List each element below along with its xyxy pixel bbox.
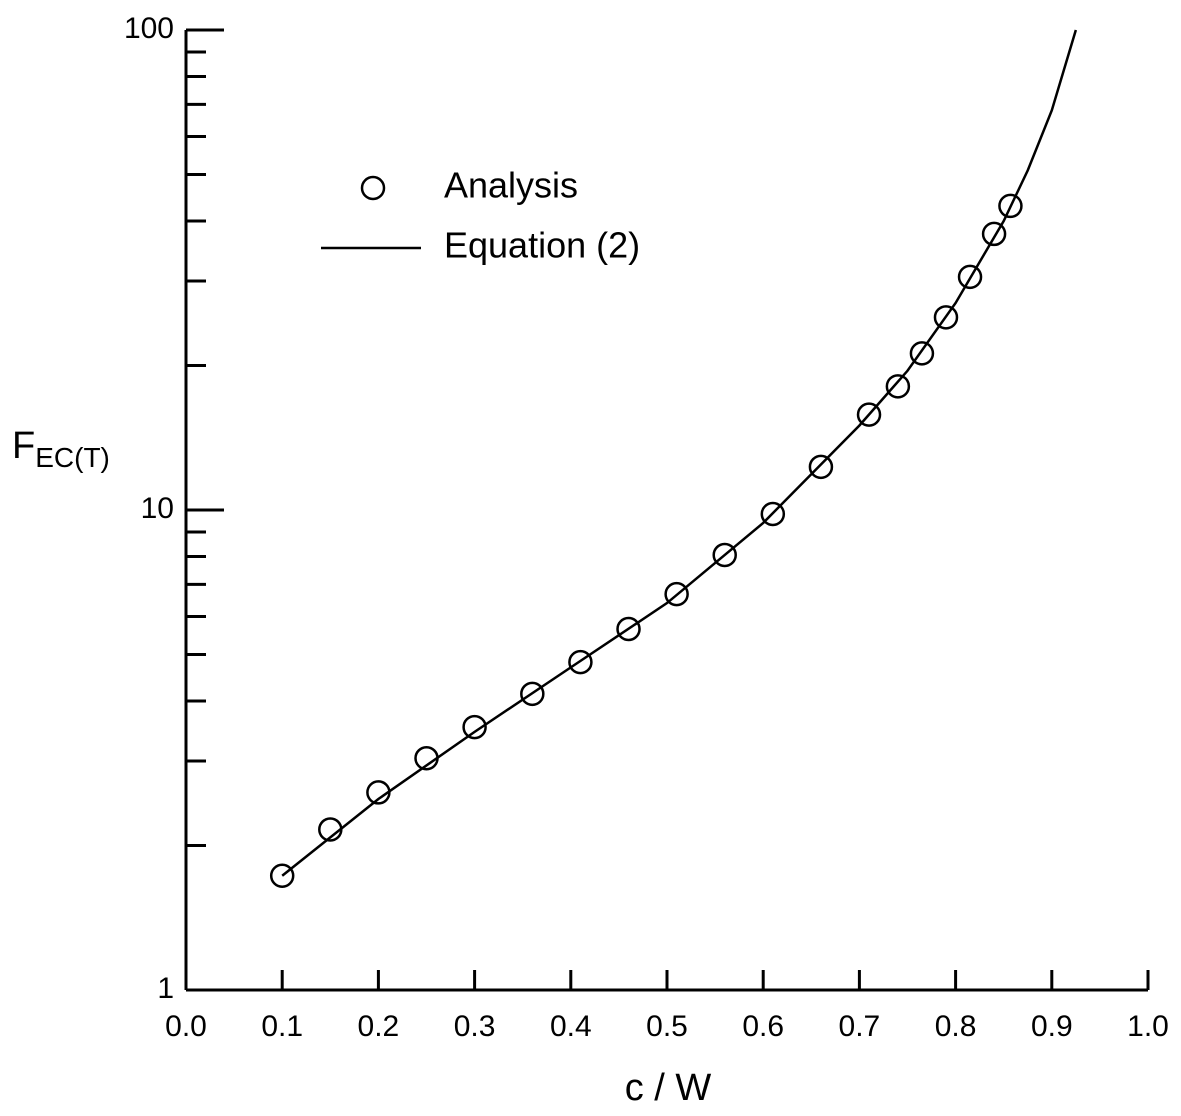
x-tick-label: 0.8: [935, 1010, 977, 1043]
legend-label: Equation (2): [444, 225, 640, 266]
marker: [998, 193, 1023, 219]
y-axis-title-sub: EC(T): [35, 442, 110, 473]
legend-label: Analysis: [444, 165, 578, 206]
marker: [856, 402, 882, 427]
marker: [885, 374, 911, 399]
x-tick-label: 0.2: [358, 1010, 400, 1043]
marker: [520, 681, 545, 707]
x-tick-label: 0.5: [646, 1010, 688, 1043]
curve: [281, 29, 1078, 877]
marker: [909, 341, 935, 366]
y-axis-title: FEC(T): [12, 425, 110, 473]
marker: [808, 454, 834, 480]
x-tick-label: 0.7: [839, 1010, 881, 1043]
marker: [269, 863, 295, 888]
x-axis-title: c / W: [625, 1067, 712, 1109]
marker: [712, 542, 737, 568]
marker: [760, 501, 786, 527]
marker: [664, 581, 689, 607]
marker: [462, 714, 487, 740]
x-tick-label: 0.9: [1031, 1010, 1073, 1043]
y-tick-label: 10: [141, 492, 174, 525]
legend-marker: [360, 175, 386, 201]
x-tick-label: 0.6: [742, 1010, 784, 1043]
marker: [616, 616, 641, 642]
x-tick-label: 0.4: [550, 1010, 592, 1043]
marker: [568, 649, 593, 675]
y-tick-label: 100: [124, 12, 174, 45]
y-axis-title-main: F: [12, 425, 35, 467]
y-tick-label: 1: [157, 972, 174, 1005]
x-tick-label: 0.3: [454, 1010, 496, 1043]
marker: [957, 264, 983, 290]
marker: [933, 305, 959, 330]
marker: [981, 221, 1007, 247]
x-tick-label: 1.0: [1127, 1010, 1169, 1043]
x-tick-label: 0.0: [165, 1010, 207, 1043]
x-tick-label: 0.1: [261, 1010, 303, 1043]
